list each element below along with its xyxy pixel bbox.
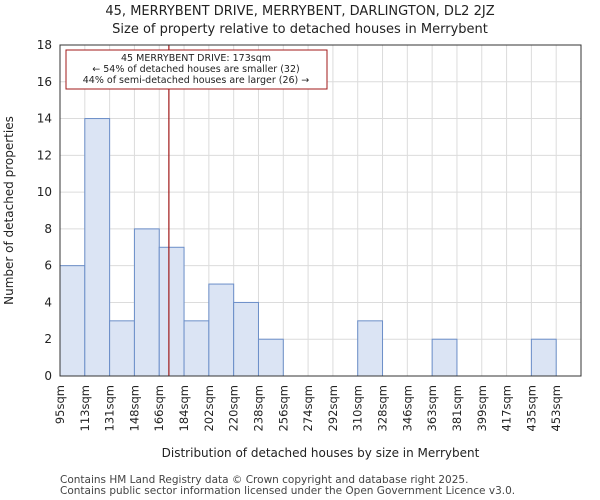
y-tick-label: 12 <box>37 148 52 162</box>
bar-95sqm <box>59 265 86 377</box>
x-tick-label: 435sqm <box>524 385 538 431</box>
x-tick-label: 417sqm <box>500 385 514 431</box>
y-tick-label: 18 <box>37 38 52 52</box>
x-tick-label: 346sqm <box>400 385 414 431</box>
bar-435sqm <box>530 338 557 377</box>
x-tick-label: 220sqm <box>227 385 241 431</box>
bar-131sqm <box>109 320 135 377</box>
x-tick-label: 292sqm <box>326 385 340 431</box>
x-tick-label: 148sqm <box>127 385 141 431</box>
y-tick-label: 8 <box>44 222 52 236</box>
y-tick-label: 6 <box>44 259 52 273</box>
x-tick-label: 453sqm <box>549 385 563 431</box>
x-tick-label: 274sqm <box>301 385 315 431</box>
y-axis-label: Number of detached properties <box>2 116 16 305</box>
y-tick-label: 4 <box>44 295 52 309</box>
bar-184sqm <box>183 320 210 377</box>
y-tick-label: 16 <box>37 75 52 89</box>
x-tick-labels: 95sqm 113sqm 131sqm 148sqm 166sqm 184sqm 202sq… <box>53 385 563 431</box>
x-tick-label: 381sqm <box>450 385 464 431</box>
annotation-line-2: ← 54% of detached houses are smaller (32… <box>92 64 299 75</box>
bar-113sqm <box>84 118 111 377</box>
x-tick-label: 310sqm <box>351 385 365 431</box>
y-tick-labels: 0 2 4 6 8 10 12 14 16 18 <box>37 38 52 383</box>
bar-238sqm <box>257 338 284 377</box>
x-tick-label: 166sqm <box>152 385 166 431</box>
x-tick-label: 131sqm <box>103 385 117 431</box>
x-tick-label: 238sqm <box>251 385 265 431</box>
plot-frame <box>59 44 582 377</box>
x-tick-label: 95sqm <box>53 385 67 424</box>
x-tick-label: 256sqm <box>276 385 290 431</box>
x-tick-label: 184sqm <box>177 385 191 431</box>
annotation-box <box>65 49 328 90</box>
x-tick-label: 113sqm <box>78 385 92 431</box>
bar-220sqm <box>233 301 259 377</box>
y-tick-label: 14 <box>37 112 52 126</box>
x-tick-label: 202sqm <box>202 385 216 431</box>
x-tick-label: 399sqm <box>475 385 489 431</box>
bar-148sqm <box>133 228 160 377</box>
y-tick-label: 2 <box>44 332 52 346</box>
chart-subtitle: Size of property relative to detached ho… <box>112 22 488 37</box>
footer-licence: Contains public sector information licen… <box>60 485 516 497</box>
y-tick-label: 10 <box>37 185 52 199</box>
annotation-line-1: 45 MERRYBENT DRIVE: 173sqm <box>121 53 271 64</box>
y-tick-label: 0 <box>44 369 52 383</box>
x-tick-label: 363sqm <box>425 385 439 431</box>
chart-title-address: 45, MERRYBENT DRIVE, MERRYBENT, DARLINGT… <box>105 4 495 19</box>
x-tick-label: 328sqm <box>376 385 390 431</box>
bar-310sqm <box>357 320 384 377</box>
footer-copyright: Contains HM Land Registry data © Crown c… <box>60 474 469 486</box>
bar-166sqm <box>158 246 185 377</box>
bars <box>59 118 557 377</box>
x-axis-label: Distribution of detached houses by size … <box>162 446 480 460</box>
bar-363sqm <box>431 338 458 377</box>
bar-202sqm <box>208 283 235 377</box>
annotation-line-3: 44% of semi-detached houses are larger (… <box>83 75 310 86</box>
